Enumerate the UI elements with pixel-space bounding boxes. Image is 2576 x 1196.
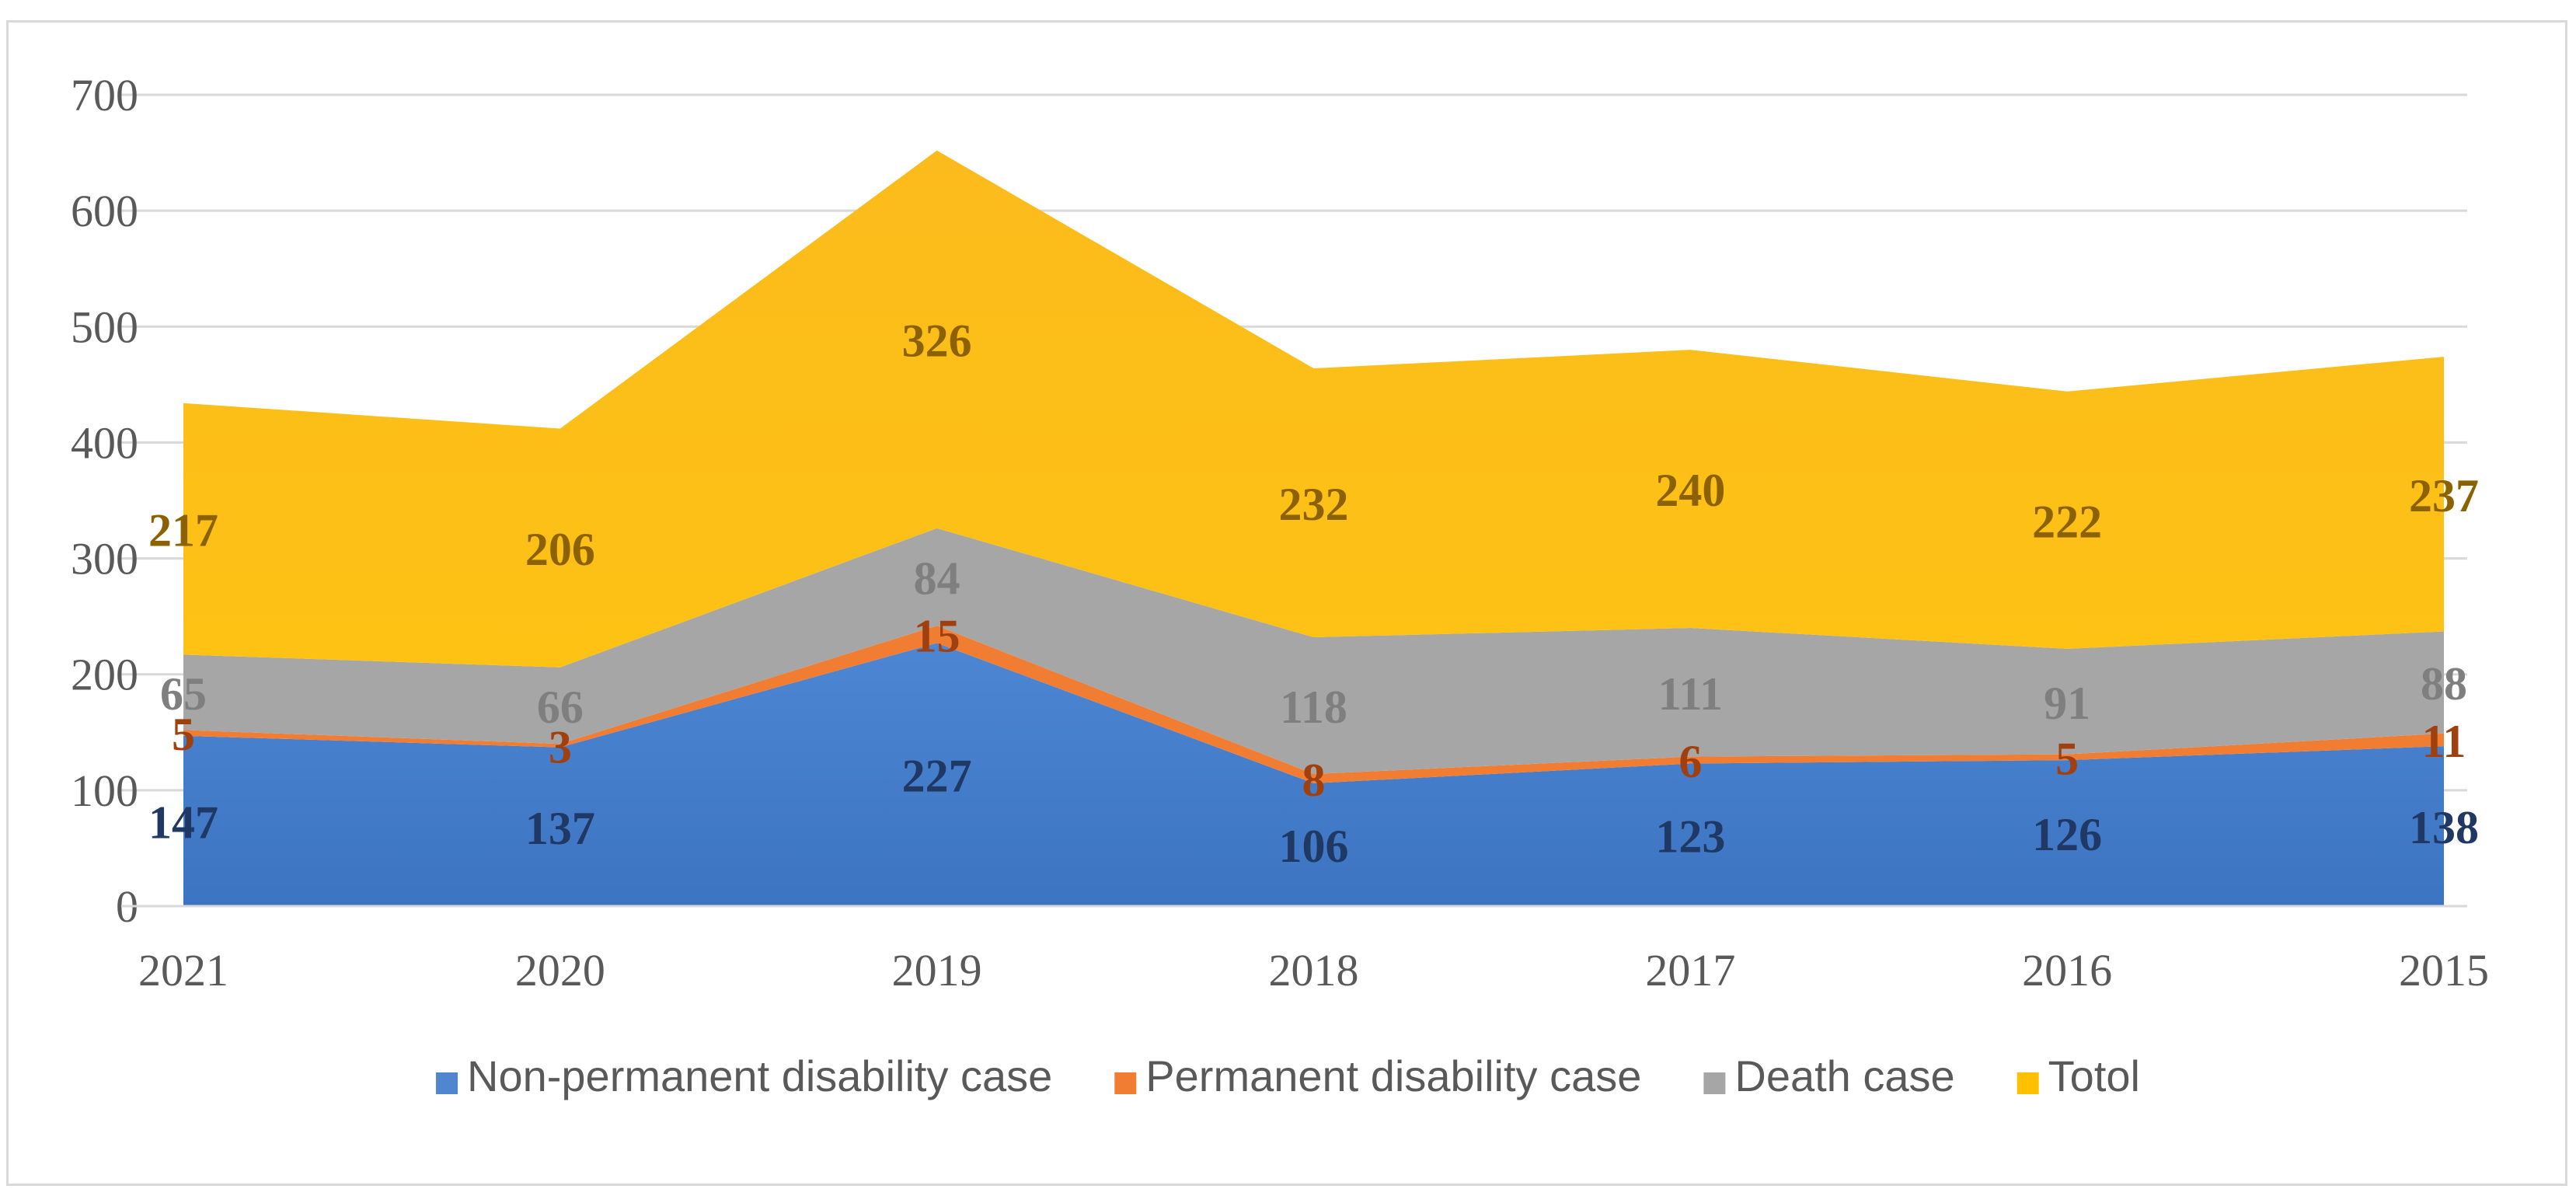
legend-item-death-case: Death case xyxy=(1703,1051,1955,1100)
data-label-totol-2020: 206 xyxy=(525,524,595,575)
x-tick-label-2015: 2015 xyxy=(2399,945,2489,996)
data-label-permanent-disability-case-2016: 5 xyxy=(2055,733,2079,784)
area-totol xyxy=(183,150,2444,668)
data-label-non-permanent-disability-case-2018: 106 xyxy=(1279,821,1349,872)
y-tick-label-100: 100 xyxy=(71,765,138,816)
data-label-death-case-2017: 111 xyxy=(1658,668,1723,720)
y-tick-label-300: 300 xyxy=(71,534,138,584)
y-tick-label-700: 700 xyxy=(71,70,138,120)
legend-swatch-permanent-disability-case xyxy=(1114,1072,1137,1094)
data-label-totol-2017: 240 xyxy=(1655,465,1725,516)
data-label-non-permanent-disability-case-2019: 227 xyxy=(902,751,972,802)
legend-swatch-totol xyxy=(2017,1072,2039,1094)
legend-label-death-case: Death case xyxy=(1734,1051,1954,1100)
y-tick-label-600: 600 xyxy=(71,186,138,236)
data-label-non-permanent-disability-case-2017: 123 xyxy=(1655,811,1725,862)
data-label-totol-2016: 222 xyxy=(2032,496,2102,547)
data-label-non-permanent-disability-case-2016: 126 xyxy=(2032,809,2102,860)
data-label-death-case-2020: 66 xyxy=(537,682,584,733)
data-label-non-permanent-disability-case-2021: 147 xyxy=(148,797,218,848)
y-tick-label-400: 400 xyxy=(71,417,138,468)
data-label-permanent-disability-case-2021: 5 xyxy=(172,709,195,760)
data-label-permanent-disability-case-2020: 3 xyxy=(549,721,572,772)
area-death-case xyxy=(183,528,2444,774)
x-tick-label-2019: 2019 xyxy=(892,945,982,996)
legend-label-totol: Totol xyxy=(2048,1051,2140,1100)
data-label-permanent-disability-case-2018: 8 xyxy=(1302,755,1326,806)
x-tick-label-2020: 2020 xyxy=(515,945,605,996)
x-axis-tick-labels: 2021 2020 2019 2018 2017 2016 2015 xyxy=(138,945,2489,996)
data-label-totol-2021: 217 xyxy=(148,505,218,556)
data-label-totol-2015: 237 xyxy=(2409,470,2479,521)
data-label-totol-2018: 232 xyxy=(1279,479,1349,530)
x-tick-label-2016: 2016 xyxy=(2022,945,2112,996)
legend-label-non-permanent-disability-case: Non-permanent disability case xyxy=(467,1051,1052,1100)
data-label-death-case-2018: 118 xyxy=(1280,682,1347,733)
legend-label-permanent-disability-case: Permanent disability case xyxy=(1145,1051,1641,1100)
data-label-permanent-disability-case-2017: 6 xyxy=(1678,736,1702,787)
legend: Non-permanent disability case Permanent d… xyxy=(436,1051,2140,1100)
data-label-death-case-2021: 65 xyxy=(160,668,207,720)
y-tick-label-200: 200 xyxy=(71,650,138,700)
data-label-non-permanent-disability-case-2020: 137 xyxy=(525,803,595,854)
data-label-totol-2019: 326 xyxy=(902,316,972,367)
data-label-death-case-2019: 84 xyxy=(914,553,960,604)
data-label-permanent-disability-case-2015: 11 xyxy=(2422,716,2466,767)
x-tick-label-2021: 2021 xyxy=(138,945,228,996)
data-label-permanent-disability-case-2019: 15 xyxy=(914,610,960,661)
legend-swatch-non-permanent-disability-case xyxy=(436,1072,458,1094)
legend-swatch-death-case xyxy=(1703,1072,1726,1094)
x-tick-label-2017: 2017 xyxy=(1645,945,1735,996)
area-series xyxy=(183,150,2444,906)
data-label-non-permanent-disability-case-2015: 138 xyxy=(2409,802,2479,853)
legend-item-totol: Totol xyxy=(2017,1051,2140,1100)
data-label-death-case-2016: 91 xyxy=(2044,678,2090,729)
y-tick-label-500: 500 xyxy=(71,302,138,352)
data-label-death-case-2015: 88 xyxy=(2421,658,2467,710)
legend-item-non-permanent-disability-case: Non-permanent disability case xyxy=(436,1051,1052,1100)
x-tick-label-2018: 2018 xyxy=(1269,945,1359,996)
area-non-permanent-disability-case xyxy=(183,643,2444,906)
legend-item-permanent-disability-case: Permanent disability case xyxy=(1114,1051,1641,1100)
